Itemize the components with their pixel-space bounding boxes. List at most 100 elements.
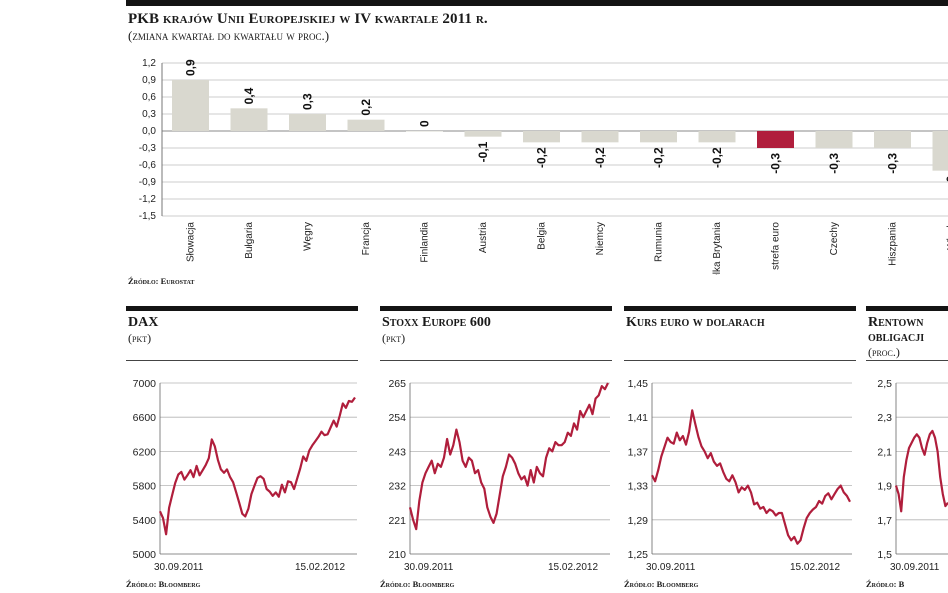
- bar: [464, 131, 502, 137]
- y-tick-label: 1,45: [628, 378, 649, 390]
- category-label: Niemcy: [595, 222, 606, 255]
- x-end-date: 15.02.2012: [790, 562, 841, 573]
- panel-unit: (pkt): [128, 331, 152, 345]
- series-line: [894, 429, 948, 513]
- y-tick-label: 265: [388, 378, 406, 390]
- x-start-date: 30.09.2011: [646, 562, 696, 573]
- value-label: -0,2: [593, 147, 607, 168]
- category-label: Włoch: [946, 222, 948, 250]
- y-tick-label: 0,9: [142, 75, 156, 86]
- panel-rule: [126, 360, 358, 361]
- y-tick-label: 1,5: [877, 549, 892, 561]
- panel-source: Źródło: Bloomberg: [126, 579, 201, 589]
- panel-top-rule: [624, 306, 856, 311]
- category-label: Wielka Brytania: [712, 222, 723, 275]
- y-tick-label: 0,0: [142, 126, 156, 137]
- y-tick-label: 6600: [133, 412, 157, 424]
- panel-rule: [866, 360, 948, 361]
- bar: [932, 131, 948, 171]
- y-tick-label: 1,41: [628, 412, 649, 424]
- y-tick-label: 1,37: [628, 446, 649, 458]
- y-tick-label: -1,5: [139, 211, 157, 222]
- category-label: Hiszpania: [888, 222, 899, 266]
- value-label: 0,2: [359, 99, 373, 116]
- bar: [406, 131, 443, 132]
- category-label: Francja: [361, 222, 372, 256]
- bar: [172, 80, 209, 131]
- panel-source: Źródło: Bloomberg: [624, 579, 699, 589]
- y-tick-label: 2,5: [877, 378, 892, 390]
- y-tick-label: -0,9: [139, 177, 157, 188]
- panel-title: Rentown: [868, 315, 924, 330]
- value-label: -0,3: [769, 153, 783, 174]
- panel-unit: (proc.): [868, 345, 900, 359]
- value-label: -0,2: [710, 147, 724, 168]
- panel-rule: [380, 360, 612, 361]
- x-start-date: 30.09.2011: [404, 562, 454, 573]
- category-label: Rumunia: [654, 222, 665, 262]
- chart-title: PKB krajów Unii Europejskiej w IV kwarta…: [128, 11, 488, 27]
- x-end-date: 15.02.2012: [548, 562, 599, 573]
- category-label: Bułgaria: [244, 222, 255, 259]
- bar: [698, 131, 736, 143]
- bar: [815, 131, 853, 148]
- y-tick-label: 1,7: [877, 515, 892, 527]
- bar-chart-source: Źródło: Eurostat: [128, 276, 195, 286]
- y-tick-label: 5400: [133, 515, 157, 527]
- y-tick-label: 1,2: [142, 58, 156, 69]
- panel-source: Źródło: B: [866, 579, 905, 589]
- panel-title: Stoxx Europe 600: [382, 315, 491, 330]
- value-label: 0,3: [301, 93, 315, 110]
- bar: [523, 131, 560, 143]
- bar: [289, 114, 326, 131]
- panel-top-rule: [126, 306, 358, 311]
- y-tick-label: 1,33: [628, 481, 649, 493]
- category-label: Finlandia: [420, 222, 431, 263]
- y-tick-label: 1,9: [877, 481, 892, 493]
- category-label: Czechy: [829, 222, 840, 255]
- y-tick-label: 1,29: [628, 515, 649, 527]
- category-label: Węgry: [303, 222, 314, 251]
- y-tick-label: 0,3: [142, 109, 156, 120]
- value-label: -0,2: [535, 147, 549, 168]
- y-tick-label: 6200: [133, 446, 157, 458]
- bar: [581, 131, 619, 143]
- y-tick-label: 5000: [133, 549, 157, 561]
- gdp-bar-chart: 1,2 0,9 0,6 0,3 0,0 -0,3 -0,6 -0,9 -1,2 -1,5 0,9 Sł…: [139, 58, 948, 275]
- panel-title: Kurs euro w dolarach: [626, 315, 765, 330]
- y-tick-label: 5800: [133, 481, 157, 493]
- series-line: [158, 396, 356, 536]
- y-tick-label: 2,1: [877, 446, 892, 458]
- y-tick-label: -0,3: [139, 143, 157, 154]
- category-label: Słowacja: [186, 222, 197, 262]
- bar: [640, 131, 677, 143]
- y-tick-label: 243: [388, 446, 406, 458]
- y-tick-label: 2,3: [877, 412, 892, 424]
- bar: [757, 131, 794, 148]
- y-tick-label: 254: [388, 412, 406, 424]
- panel-unit: (pkt): [382, 331, 406, 345]
- y-tick-label: -1,2: [139, 194, 157, 205]
- top-rule: [126, 0, 948, 6]
- chart-subtitle: (zmiana kwartał do kwartału w proc.): [128, 28, 330, 43]
- panel-source: Źródło: Bloomberg: [380, 579, 455, 589]
- panel-title: DAX: [128, 315, 159, 330]
- y-tick-label: 221: [388, 515, 406, 527]
- value-label: -0: [944, 175, 948, 186]
- category-label: Belgia: [537, 222, 548, 250]
- bar: [874, 131, 911, 148]
- bar: [347, 119, 385, 131]
- value-label: -0,1: [476, 141, 490, 162]
- value-label: 0,4: [242, 87, 256, 104]
- y-tick-label: 210: [388, 549, 406, 561]
- value-label: 0,9: [184, 59, 198, 76]
- value-label: -0,2: [652, 147, 666, 168]
- category-label: strefa euro: [771, 222, 782, 270]
- bar: [230, 108, 268, 131]
- category-label: Austria: [478, 222, 489, 254]
- y-tick-label: 232: [388, 481, 406, 493]
- y-tick-label: 7000: [133, 378, 157, 390]
- panel-top-rule: [380, 306, 612, 311]
- y-tick-label: 1,25: [628, 549, 649, 561]
